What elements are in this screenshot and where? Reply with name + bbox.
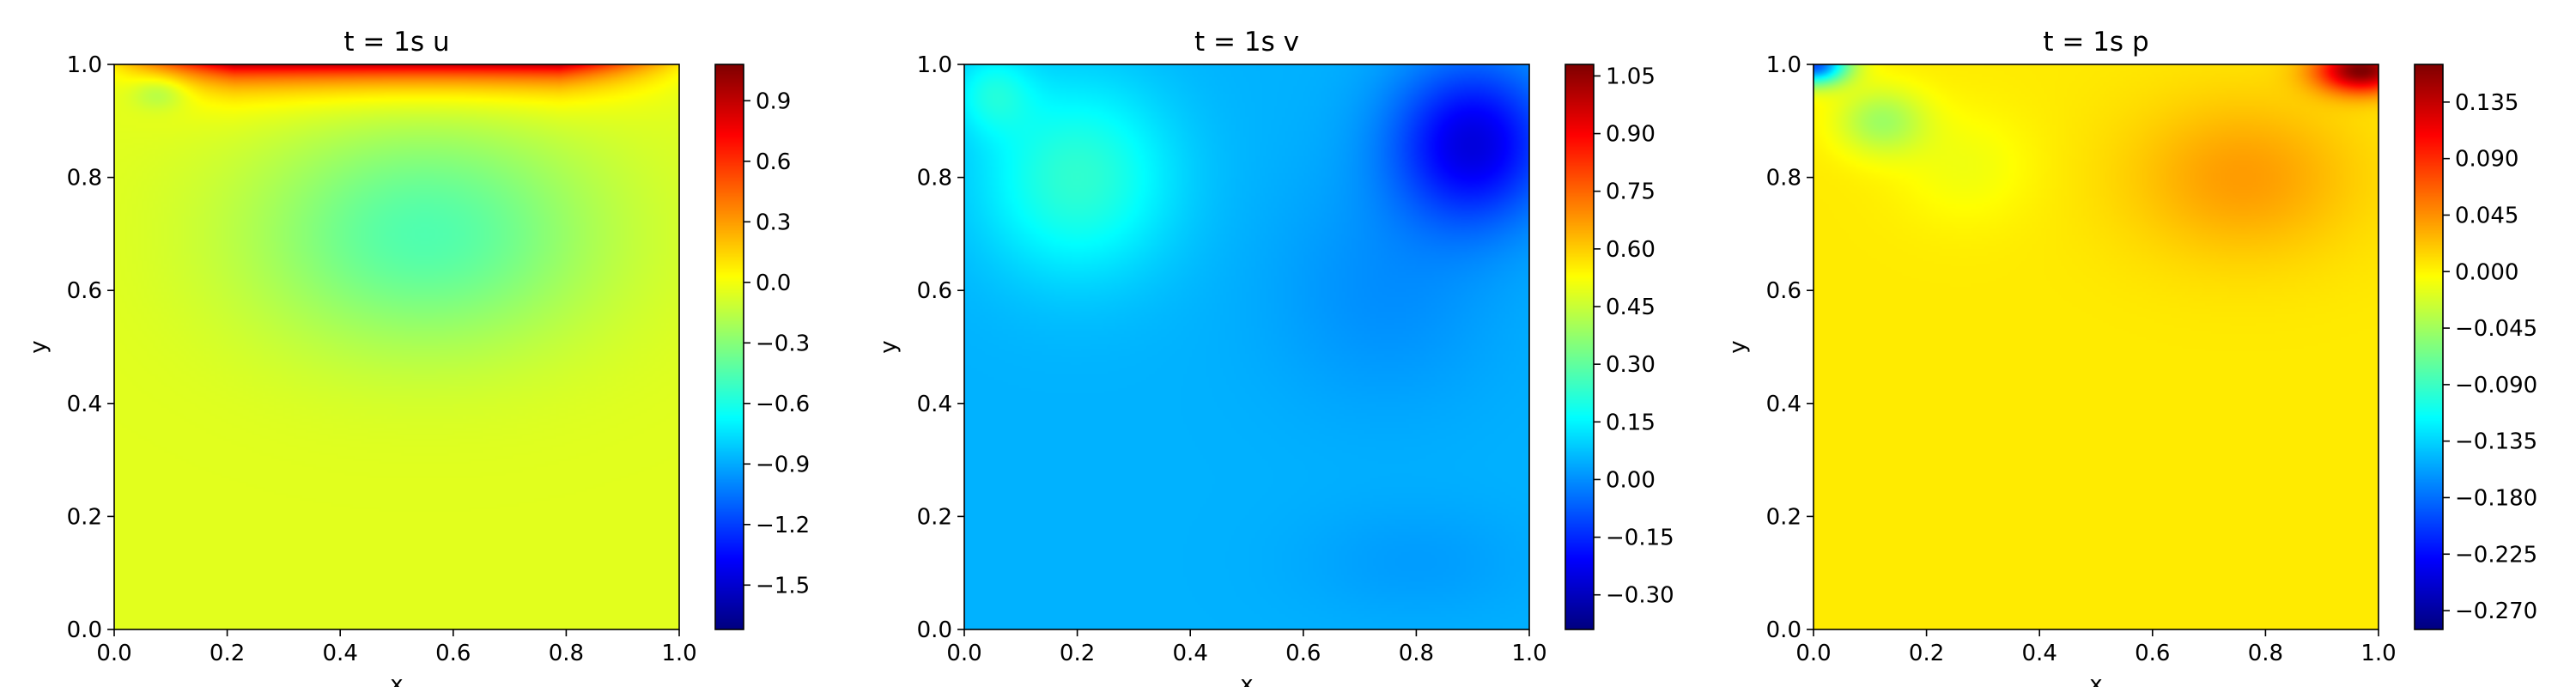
colorbar-tick-label: −0.180 (2455, 485, 2537, 511)
heatmap-image (114, 64, 679, 629)
colorbar-tick-label: −0.15 (1606, 526, 1674, 551)
y-tick-label: 0.0 (917, 617, 952, 643)
y-tick-label: 0.0 (67, 617, 102, 643)
colorbar-frame (714, 64, 744, 630)
y-tick-label: 0.8 (67, 166, 102, 192)
colorbar-tick-label: −0.270 (2455, 599, 2537, 624)
y-tick-label: 0.2 (917, 504, 952, 530)
colorbar-tick-label: −0.135 (2455, 429, 2537, 455)
colorbar-tick-label: 0.15 (1606, 410, 1656, 435)
x-tick-label: 0.2 (210, 641, 245, 666)
heatmap-image (1814, 64, 2379, 629)
x-axis-label: x (2089, 672, 2102, 687)
y-tick-label: 0.6 (1766, 278, 1801, 304)
heatmap-image (964, 64, 1529, 629)
colorbar-tick-label: −0.225 (2455, 542, 2537, 568)
y-axis-label: y (1725, 340, 1751, 353)
x-tick-label: 0.8 (1399, 641, 1434, 666)
x-axis-label: x (390, 672, 403, 687)
chart-title: t = 1s v (1194, 27, 1299, 58)
colorbar-gradient (2415, 64, 2443, 629)
colorbar-gradient (715, 64, 744, 629)
colorbar-frame (1564, 64, 1595, 630)
y-axis-label: y (876, 340, 902, 353)
x-tick-label: 0.2 (1060, 641, 1095, 666)
y-tick-label: 0.2 (67, 504, 102, 530)
x-tick-label: 0.0 (1795, 641, 1831, 666)
panel-v: t = 1s v 0.0 0.2 0.4 0.6 0.8 1.0 0.0 0.2 0.4 0.6 0.… (876, 27, 1674, 687)
colorbar-tick-label: −0.045 (2455, 316, 2537, 342)
y-tick-label: 1.0 (917, 52, 952, 78)
x-tick-label: 0.4 (2022, 641, 2057, 666)
x-tick-label: 0.6 (435, 641, 471, 666)
colorbar-tick-label: −0.30 (1606, 583, 1674, 609)
colorbar-tick-label: 0.75 (1606, 179, 1656, 205)
plot-frame (113, 64, 680, 630)
colorbar-tick-label: −0.3 (756, 331, 810, 356)
x-tick-label: 1.0 (2360, 641, 2396, 666)
panel-p: t = 1s p 0.0 0.2 0.4 0.6 0.8 1.0 0.0 0.2 0.4 0.6 0.… (1725, 27, 2537, 687)
colorbar-tick-label: −0.6 (756, 392, 810, 417)
y-tick-label: 0.4 (1766, 392, 1801, 417)
colorbar-tick-label: 1.05 (1606, 64, 1656, 89)
y-axis-label: y (26, 340, 52, 353)
y-tick-label: 1.0 (1766, 52, 1801, 78)
x-tick-label: 0.8 (549, 641, 584, 666)
colorbar-tick-label: 0.045 (2455, 203, 2518, 228)
x-tick-label: 0.8 (2248, 641, 2283, 666)
colorbar-tick-label: 0.30 (1606, 352, 1656, 378)
x-tick-label: 0.2 (1909, 641, 1944, 666)
plot-frame (963, 64, 1530, 630)
y-tick-label: 0.8 (1766, 166, 1801, 192)
chart-title: t = 1s p (2043, 27, 2148, 58)
colorbar-gradient (1565, 64, 1594, 629)
colorbar-tick-label: 0.60 (1606, 237, 1656, 263)
y-tick-label: 0.0 (1766, 617, 1801, 643)
colorbar-tick-label: −1.2 (756, 513, 810, 538)
colorbar-tick-label: −0.9 (756, 452, 810, 477)
x-tick-label: 0.6 (1285, 641, 1321, 666)
x-tick-label: 0.0 (96, 641, 131, 666)
x-tick-label: 0.4 (1173, 641, 1208, 666)
colorbar-tick-label: 0.0 (756, 271, 791, 296)
x-tick-label: 0.0 (946, 641, 981, 666)
y-tick-label: 0.6 (67, 278, 102, 304)
colorbar-tick-label: 0.3 (756, 210, 791, 235)
panel-u: t = 1s u 0.0 0.2 0.4 0.6 0.8 1.0 0.0 0.2 0.4 0.6 0.… (26, 27, 810, 687)
colorbar-frame (2414, 64, 2444, 630)
colorbar-tick-label: 0.000 (2455, 259, 2518, 285)
y-tick-label: 0.4 (917, 392, 952, 417)
y-tick-label: 0.6 (917, 278, 952, 304)
y-tick-label: 1.0 (67, 52, 102, 78)
colorbar-tick-label: 0.135 (2455, 90, 2518, 116)
colorbar-tick-label: 0.9 (756, 88, 791, 114)
x-tick-label: 0.6 (2135, 641, 2170, 666)
colorbar-tick-label: 0.090 (2455, 147, 2518, 173)
chart-title: t = 1s u (343, 27, 449, 58)
x-tick-label: 1.0 (1511, 641, 1546, 666)
colorbar-tick-label: −1.5 (756, 573, 810, 599)
x-tick-label: 0.4 (323, 641, 358, 666)
y-tick-label: 0.4 (67, 392, 102, 417)
x-tick-label: 1.0 (661, 641, 696, 666)
colorbar-tick-label: 0.90 (1606, 122, 1656, 148)
plot-frame (1813, 64, 2379, 630)
colorbar-tick-label: 0.6 (756, 149, 791, 175)
y-tick-label: 0.2 (1766, 504, 1801, 530)
colorbar-tick-label: 0.00 (1606, 467, 1656, 493)
y-tick-label: 0.8 (917, 166, 952, 192)
x-axis-label: x (1240, 672, 1253, 687)
colorbar-tick-label: −0.090 (2455, 373, 2537, 398)
colorbar-tick-label: 0.45 (1606, 295, 1656, 320)
